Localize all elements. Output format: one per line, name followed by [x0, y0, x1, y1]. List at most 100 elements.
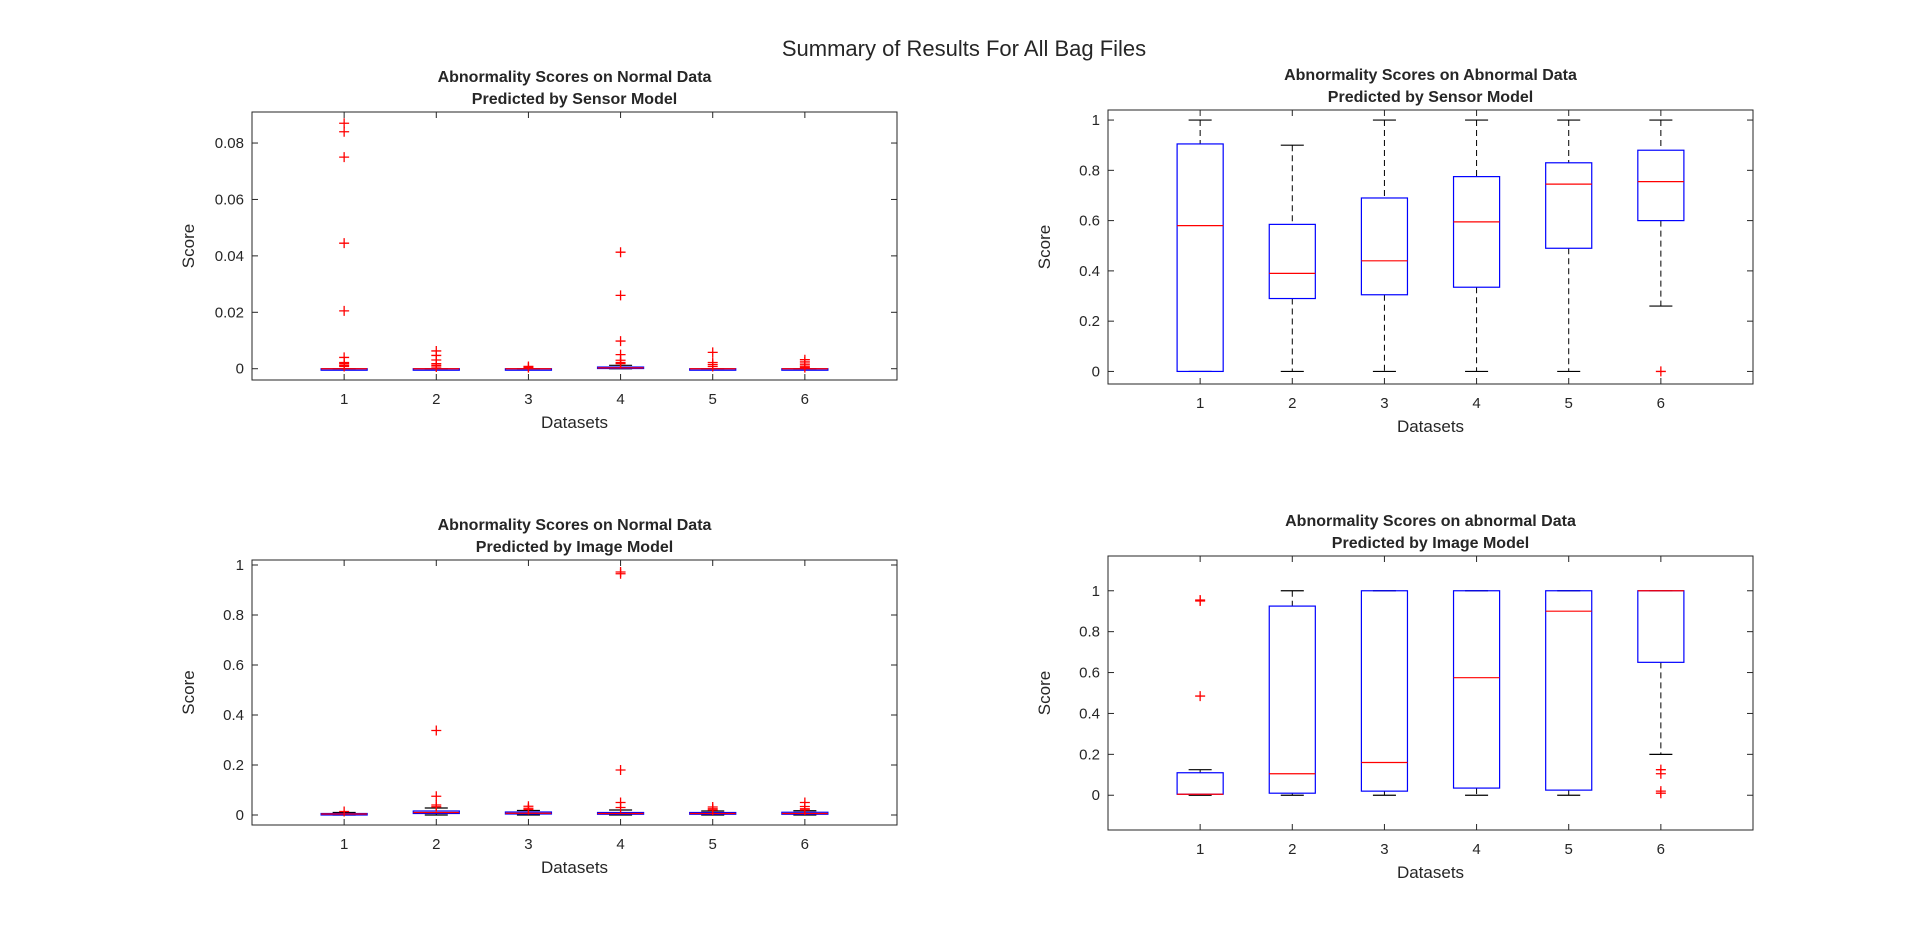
y-tick-label: 1: [236, 557, 244, 574]
outlier-marker: [431, 725, 442, 736]
y-axis-label: Score: [1035, 671, 1054, 715]
outlier-marker: [1195, 595, 1206, 606]
y-tick-label: 0.8: [1079, 162, 1100, 179]
y-tick-label: 0.2: [1079, 313, 1100, 330]
outlier-marker: [339, 126, 350, 137]
subplot-title-line-2: Predicted by Image Model: [1332, 535, 1529, 552]
x-tick-label: 1: [1196, 841, 1204, 858]
outlier-marker: [1195, 691, 1206, 702]
outlier-marker: [707, 805, 718, 815]
box-6: [781, 354, 829, 373]
x-tick-label: 1: [1196, 395, 1204, 412]
outlier-marker: [707, 347, 718, 358]
box-4: [596, 567, 645, 816]
subplot-title-line-1: Abnormality Scores on Abnormal Data: [1284, 67, 1577, 84]
outlier-marker: [615, 290, 626, 301]
outlier-marker: [615, 358, 626, 369]
outlier-marker: [615, 568, 626, 579]
y-axis-label: Score: [179, 670, 198, 714]
box-3: [504, 801, 553, 816]
outlier-marker: [431, 801, 442, 812]
y-tick-label: 1: [1092, 112, 1100, 129]
box-5: [689, 802, 737, 816]
box-5: [689, 347, 737, 372]
x-tick-label: 4: [616, 836, 624, 853]
iqr-box: [1268, 223, 1316, 300]
x-tick-label: 2: [432, 836, 440, 853]
x-tick-label: 5: [709, 836, 717, 853]
iqr-box: [1268, 605, 1316, 794]
subplot-title-line-2: Predicted by Image Model: [476, 539, 673, 556]
x-tick-label: 4: [1472, 841, 1480, 858]
box-2: [1268, 590, 1316, 796]
y-axis-label: Score: [179, 224, 198, 268]
y-tick-label: 0.8: [1079, 624, 1100, 641]
y-tick-label: 0: [236, 361, 244, 378]
subplot-3: Abnormality Scores on Normal Data Predict…: [179, 517, 898, 877]
x-tick-label: 3: [524, 836, 532, 853]
axes-frame: [1107, 109, 1754, 385]
x-tick-label: 1: [340, 391, 348, 408]
y-tick-label: 0: [236, 807, 244, 824]
iqr-box: [1176, 143, 1224, 373]
box-5: [1545, 119, 1593, 373]
y-tick-label: 0.6: [1079, 213, 1100, 230]
x-tick-label: 2: [1288, 841, 1296, 858]
outlier-marker: [339, 152, 350, 163]
y-tick-label: 0.4: [1079, 705, 1100, 722]
y-tick-label: 0.8: [223, 607, 244, 624]
y-tick-label: 0: [1092, 787, 1100, 804]
outlier-marker: [431, 791, 442, 802]
y-tick-label: 0.4: [1079, 263, 1100, 280]
iqr-box: [1637, 590, 1685, 663]
box-2: [1268, 144, 1316, 373]
x-tick-label: 5: [1565, 841, 1573, 858]
box-6: [1637, 119, 1685, 377]
outlier-marker: [523, 804, 534, 815]
x-tick-label: 3: [1380, 395, 1388, 412]
iqr-box: [1637, 149, 1685, 222]
x-axis-label: Datasets: [1397, 417, 1464, 436]
box-4: [1452, 119, 1501, 373]
x-tick-label: 4: [616, 391, 624, 408]
outlier-marker: [339, 806, 350, 817]
box-6: [1637, 590, 1685, 799]
x-axis-label: Datasets: [541, 413, 608, 432]
iqr-box: [1360, 197, 1409, 296]
outlier-marker: [615, 336, 626, 347]
subplot-grid: Abnormality Scores on Normal Data Predict…: [179, 67, 1754, 882]
x-tick-label: 6: [1657, 395, 1665, 412]
axes-frame: [1107, 555, 1754, 831]
box-6: [781, 797, 829, 816]
box-3: [504, 361, 553, 373]
subplot-title-line-2: Predicted by Sensor Model: [1328, 89, 1533, 106]
iqr-box: [1452, 590, 1501, 789]
outlier-marker: [799, 362, 810, 373]
subplot-title-line-1: Abnormality Scores on Normal Data: [438, 69, 712, 86]
subplot-title-line-1: Abnormality Scores on Normal Data: [438, 517, 712, 534]
outlier-marker: [615, 765, 626, 775]
x-tick-label: 5: [1565, 395, 1573, 412]
outlier-marker: [615, 802, 626, 813]
y-tick-label: 0.2: [223, 757, 244, 774]
y-tick-label: 0.4: [223, 707, 244, 724]
y-tick-label: 0.04: [215, 248, 244, 265]
outlier-marker: [339, 305, 350, 316]
x-tick-label: 6: [801, 836, 809, 853]
box-1: [320, 118, 368, 372]
x-tick-label: 1: [340, 836, 348, 853]
figure-title: Summary of Results For All Bag Files: [782, 36, 1146, 61]
x-tick-label: 3: [1380, 841, 1388, 858]
x-tick-label: 5: [709, 391, 717, 408]
x-axis-label: Datasets: [541, 858, 608, 877]
box-3: [1360, 119, 1409, 373]
axes-frame: [251, 559, 898, 826]
iqr-box: [1176, 772, 1224, 795]
outlier-marker: [431, 362, 442, 373]
box-3: [1360, 590, 1409, 796]
subplot-4: Abnormality Scores on abnormal Data Predi…: [1035, 513, 1754, 882]
x-tick-label: 2: [1288, 395, 1296, 412]
outlier-marker: [1655, 788, 1666, 799]
y-tick-label: 0.6: [1079, 665, 1100, 682]
x-tick-label: 2: [432, 391, 440, 408]
